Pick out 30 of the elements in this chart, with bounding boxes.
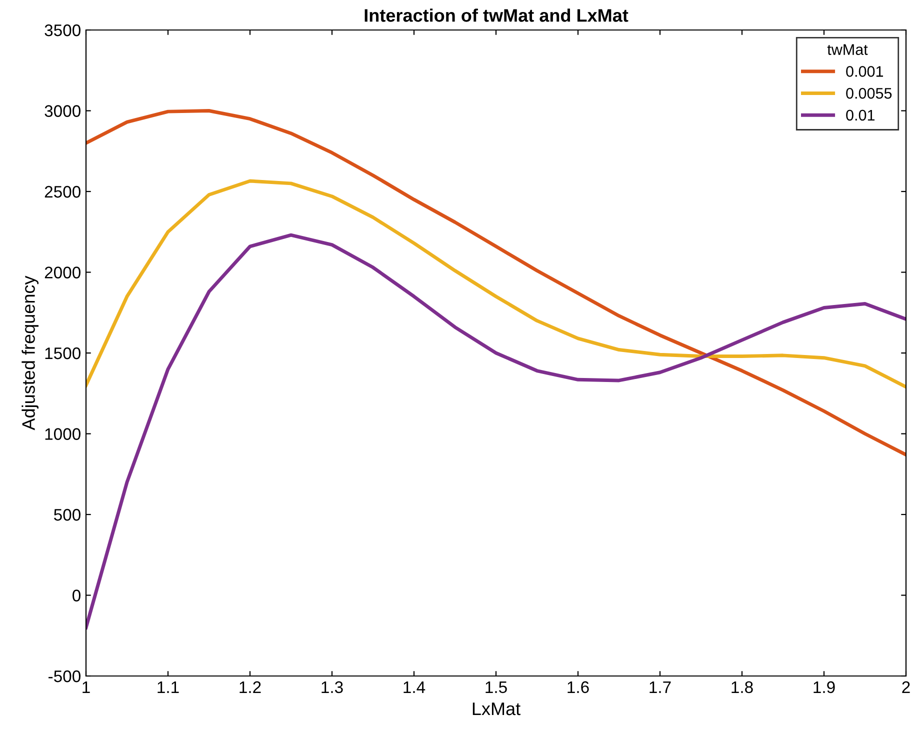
- x-tick-label: 1.4: [404, 681, 426, 693]
- legend-label: 0.0055: [846, 88, 892, 99]
- x-tick-label: 1.3: [322, 681, 343, 694]
- x-tick-label: 2: [902, 681, 910, 693]
- x-tick-label: 1.5: [486, 681, 507, 694]
- y-tick-label: 1000: [45, 428, 80, 440]
- y-tick-label: 500: [54, 508, 80, 521]
- x-tick-label: 1.2: [240, 681, 261, 693]
- x-tick-label: 1.7: [650, 681, 671, 693]
- y-tick-label: 2500: [44, 186, 80, 198]
- y-tick-label: 1500: [45, 347, 80, 360]
- y-tick-label: 3500: [44, 24, 80, 36]
- legend-title: twMat: [827, 44, 868, 55]
- y-tick-label: 0: [72, 590, 80, 602]
- line-series: [86, 233, 906, 630]
- y-tick-label: 3000: [44, 105, 80, 117]
- x-tick-label: 1: [82, 681, 90, 693]
- legend-label: 0.01: [846, 110, 875, 121]
- legend-label: 0.001: [846, 66, 884, 77]
- y-axis-title: Adjusted frequency: [22, 276, 39, 430]
- y-tick-label: -500: [48, 670, 80, 682]
- x-axis-title: LxMat: [472, 702, 520, 716]
- line-series: [86, 179, 906, 389]
- x-tick-label: 1.8: [732, 681, 753, 694]
- y-tick-label: 2000: [44, 266, 80, 278]
- chart-title: Interaction of twMat and LxMat: [364, 8, 628, 22]
- x-tick-label: 1.6: [568, 681, 589, 694]
- x-tick-label: 1.9: [814, 681, 835, 694]
- line-series: [86, 109, 906, 456]
- x-tick-label: 1.1: [158, 681, 179, 693]
